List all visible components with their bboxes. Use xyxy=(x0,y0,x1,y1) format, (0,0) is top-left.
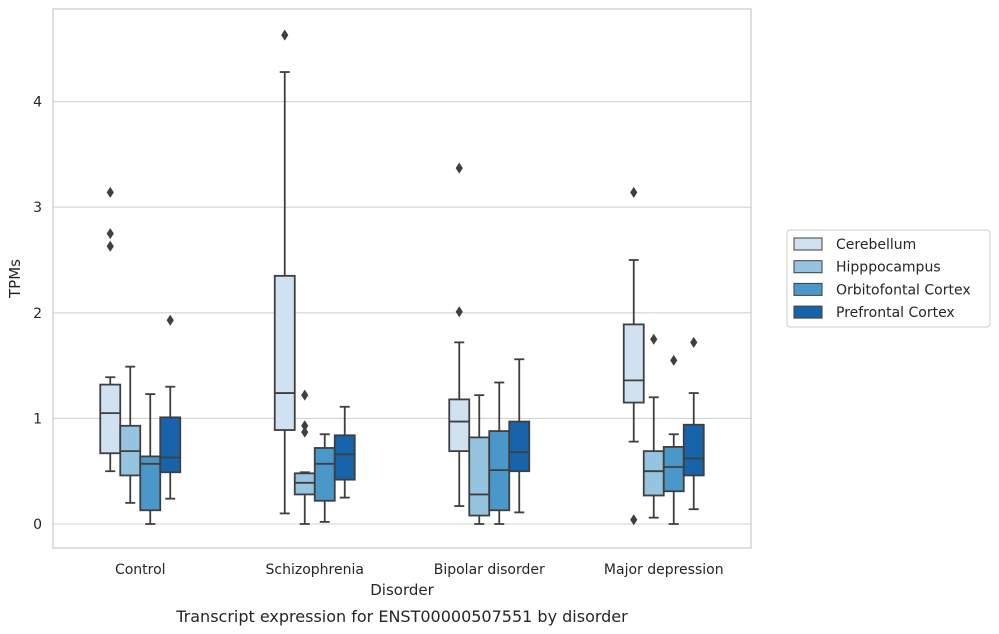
box-hipppocampus xyxy=(119,365,142,504)
outlier-point xyxy=(166,314,174,326)
box-cerebellum xyxy=(273,29,296,515)
box-iqr xyxy=(99,383,122,455)
box-iqr xyxy=(139,455,162,512)
plot-area-frame xyxy=(52,8,752,549)
x-tick-labels: Control Schizophrenia Bipolar disorder Majo… xyxy=(115,562,724,578)
box-iqr xyxy=(333,434,356,481)
y-tick-label: 1 xyxy=(33,411,42,427)
legend-frame xyxy=(786,229,991,328)
outlier-point xyxy=(281,29,289,41)
box-cerebellum xyxy=(448,162,471,507)
x-tick-label: Bipolar disorder xyxy=(434,562,545,578)
box-hipppocampus xyxy=(642,333,665,519)
x-tick-label: Control xyxy=(115,562,166,578)
x-tick-label: Schizophrenia xyxy=(266,562,364,578)
outlier-point xyxy=(455,306,463,318)
chart-caption: Transcript expression for ENST0000050755… xyxy=(175,607,628,626)
box-cerebellum xyxy=(99,186,122,473)
legend-label: Prefrontal Cortex xyxy=(836,305,955,321)
box-iqr xyxy=(508,420,531,473)
box-iqr xyxy=(293,472,316,496)
y-tick-label: 0 xyxy=(33,517,42,533)
box-orbitofontal-cortex xyxy=(139,393,162,525)
box-hipppocampus xyxy=(293,389,316,525)
legend-label: Orbitofontal Cortex xyxy=(836,282,971,298)
outlier-point xyxy=(650,333,658,345)
box-prefrontal-cortex xyxy=(159,314,182,500)
box-groups xyxy=(99,29,705,526)
box-iqr xyxy=(662,446,685,493)
box-iqr xyxy=(682,423,705,477)
outlier-point xyxy=(106,228,114,240)
box-iqr xyxy=(622,323,645,404)
outlier-point xyxy=(670,354,678,366)
box-iqr xyxy=(642,450,665,497)
box-orbitofontal-cortex xyxy=(313,433,336,523)
legend-label: Cerebellum xyxy=(836,237,916,253)
outlier-point xyxy=(301,389,309,401)
box-prefrontal-cortex xyxy=(682,336,705,511)
x-tick-label: Major depression xyxy=(604,562,724,578)
box-cerebellum xyxy=(622,186,645,526)
box-orbitofontal-cortex xyxy=(662,354,685,525)
legend-swatch xyxy=(793,237,823,251)
y-tick-label: 2 xyxy=(33,306,42,322)
outlier-point xyxy=(301,426,309,438)
box-iqr xyxy=(159,416,182,474)
box-hipppocampus xyxy=(468,394,491,525)
x-axis-label: Disorder xyxy=(370,581,434,599)
outlier-point xyxy=(630,514,638,526)
outlier-point xyxy=(690,336,698,348)
box-iqr xyxy=(448,398,471,453)
box-prefrontal-cortex xyxy=(508,358,531,514)
legend-swatch xyxy=(793,305,823,319)
outlier-point xyxy=(106,186,114,198)
outlier-point xyxy=(301,420,309,432)
outlier-point xyxy=(630,186,638,198)
box-iqr xyxy=(273,274,296,431)
legend-swatch xyxy=(793,282,823,296)
box-orbitofontal-cortex xyxy=(488,381,511,525)
outlier-point xyxy=(455,162,463,174)
box-iqr xyxy=(468,436,491,517)
y-tick-label: 3 xyxy=(33,200,42,216)
y-tick-label: 4 xyxy=(33,95,42,111)
legend-label: Hipppocampus xyxy=(836,260,941,276)
legend-swatch xyxy=(793,260,823,274)
outlier-point xyxy=(106,240,114,252)
y-tick-labels: 0 1 2 3 4 xyxy=(33,95,42,533)
box-prefrontal-cortex xyxy=(333,405,356,499)
legend: Cerebellum Hipppocampus Orbitofontal Corte… xyxy=(786,229,991,328)
box-iqr xyxy=(313,447,336,502)
y-axis-label: TPMs xyxy=(6,259,24,299)
